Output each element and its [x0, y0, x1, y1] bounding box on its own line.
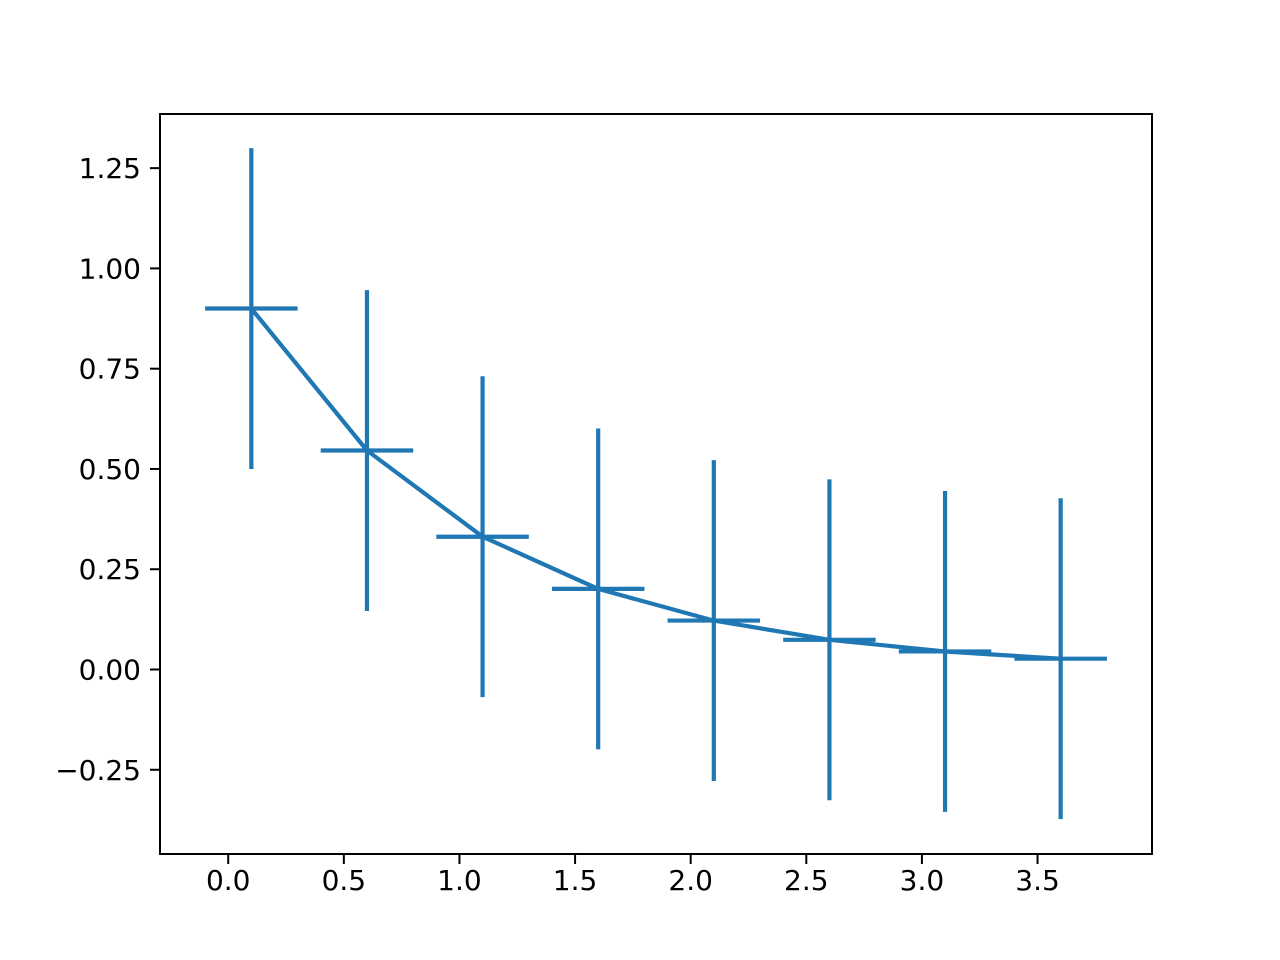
x-tick-label: 1.5: [553, 864, 598, 897]
y-tick-label: 1.00: [79, 252, 141, 285]
y-tick-label: −0.25: [55, 754, 141, 787]
y-tick-label: 0.50: [79, 453, 141, 486]
x-tick-label: 3.0: [900, 864, 945, 897]
x-tick-label: 3.5: [1015, 864, 1060, 897]
x-tick-label: 2.0: [668, 864, 713, 897]
axes-spines: [159, 113, 1153, 855]
y-tick-label: 0.00: [79, 654, 141, 687]
y-tick-label: 0.75: [79, 353, 141, 386]
x-tick-label: 0.0: [206, 864, 251, 897]
data-line: [249, 307, 1061, 661]
y-tick-label: 1.25: [79, 152, 141, 185]
y-tick-label: 0.25: [79, 553, 141, 586]
x-tick-label: 0.5: [322, 864, 367, 897]
x-tick-label: 1.0: [437, 864, 482, 897]
x-tick-label: 2.5: [784, 864, 829, 897]
